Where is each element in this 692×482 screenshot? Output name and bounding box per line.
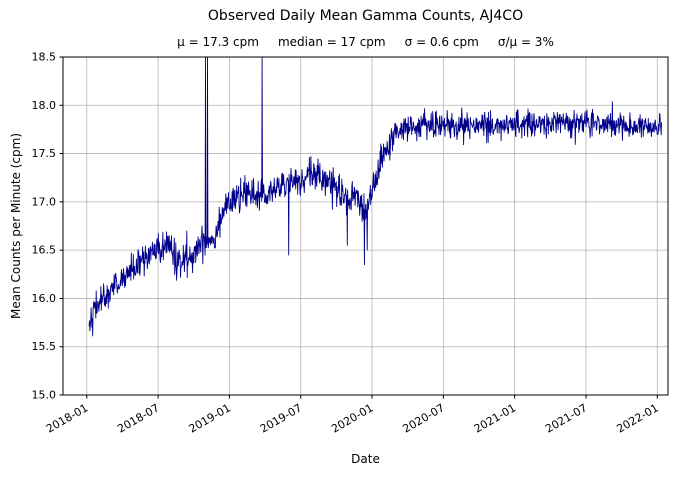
svg-text:17.5: 17.5 <box>32 147 57 160</box>
svg-text:2019-01: 2019-01 <box>187 401 233 435</box>
svg-text:16.0: 16.0 <box>32 292 57 305</box>
svg-text:2021-07: 2021-07 <box>543 401 589 435</box>
x-axis-label: Date <box>351 452 380 466</box>
chart-stats-subtitle: μ = 17.3 cpm median = 17 cpm σ = 0.6 cpm… <box>177 35 554 49</box>
svg-text:18.5: 18.5 <box>32 51 57 64</box>
svg-text:2018-07: 2018-07 <box>115 401 161 435</box>
svg-text:15.5: 15.5 <box>32 340 57 353</box>
svg-text:2021-01: 2021-01 <box>472 401 518 435</box>
svg-text:16.5: 16.5 <box>32 244 57 257</box>
chart-title: Observed Daily Mean Gamma Counts, AJ4CO <box>207 8 524 24</box>
svg-text:2020-01: 2020-01 <box>329 401 375 435</box>
svg-text:18.0: 18.0 <box>32 99 57 112</box>
svg-text:2019-07: 2019-07 <box>258 401 304 435</box>
svg-text:2022-01: 2022-01 <box>614 401 660 435</box>
svg-text:17.0: 17.0 <box>32 195 57 208</box>
svg-text:2018-01: 2018-01 <box>44 401 90 435</box>
svg-text:2020-07: 2020-07 <box>401 401 447 435</box>
svg-text:15.0: 15.0 <box>32 389 57 402</box>
